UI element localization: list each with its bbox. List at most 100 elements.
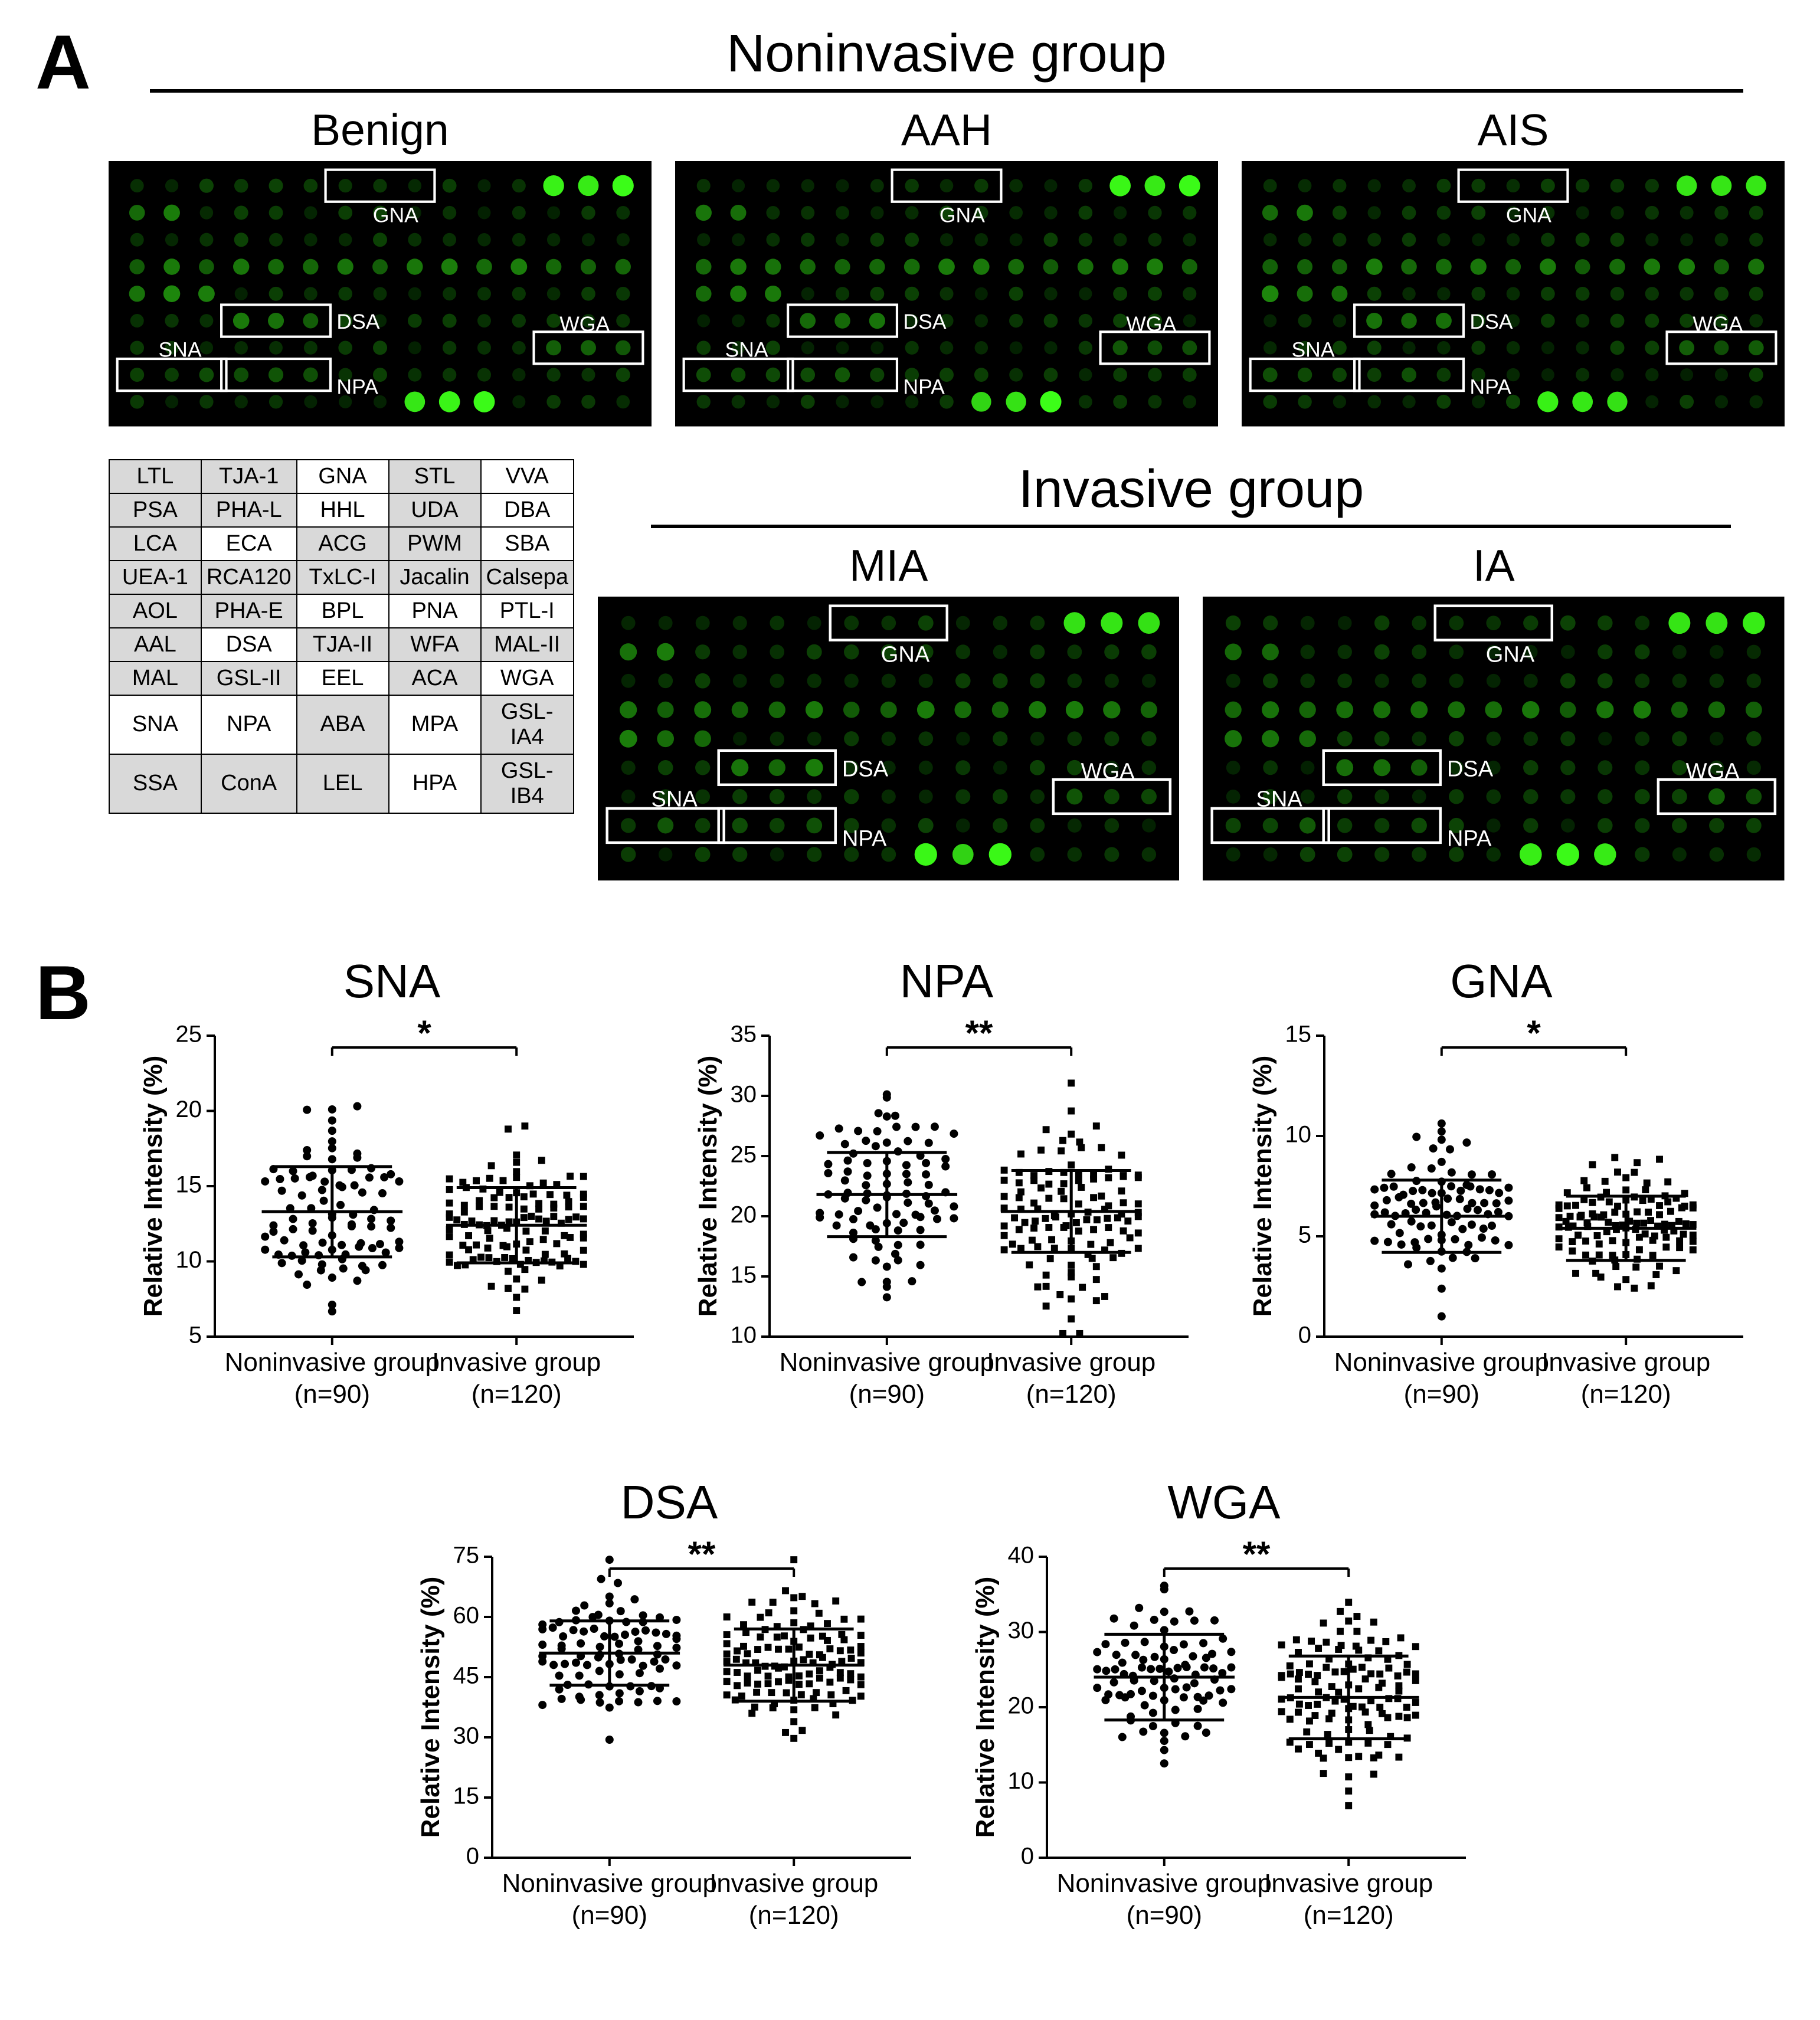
lectin-cell: STL	[389, 460, 481, 493]
lectin-cell: AAL	[109, 628, 201, 662]
microarray-title: AIS	[1242, 104, 1785, 155]
svg-text:Invasive group: Invasive group	[709, 1869, 878, 1898]
microarray-image: GNADSAWGASNANPA	[109, 161, 652, 430]
lectin-cell: LEL	[297, 754, 389, 813]
lectin-cell: HHL	[297, 493, 389, 527]
lectin-cell: NPA	[201, 695, 297, 754]
microarray-image: GNADSAWGASNANPA	[598, 597, 1180, 884]
svg-text:WGA: WGA	[1686, 759, 1740, 784]
svg-text:25: 25	[730, 1142, 757, 1168]
lectin-cell: HPA	[389, 754, 481, 813]
lectin-cell: BPL	[297, 594, 389, 628]
svg-text:0: 0	[1021, 1844, 1034, 1870]
svg-text:WGA: WGA	[1081, 759, 1135, 784]
svg-text:DSA: DSA	[903, 310, 946, 333]
svg-text:NPA: NPA	[336, 375, 378, 398]
lectin-cell: ConA	[201, 754, 297, 813]
scatter-dsa: DSA01530456075Relative Intensity (%)Noni…	[415, 1475, 923, 1961]
svg-text:Invasive group: Invasive group	[1264, 1869, 1433, 1898]
lectin-cell: ABA	[297, 695, 389, 754]
lectin-cell: RCA120	[201, 561, 297, 594]
svg-text:(n=90): (n=90)	[294, 1380, 370, 1409]
microarray-image: GNADSAWGASNANPA	[1203, 597, 1785, 884]
svg-text:20: 20	[730, 1202, 757, 1228]
svg-text:25: 25	[175, 1022, 202, 1047]
svg-text:10: 10	[1007, 1768, 1034, 1794]
svg-text:(n=120): (n=120)	[749, 1901, 839, 1930]
panel-b-label: B	[35, 954, 91, 1031]
svg-text:DSA: DSA	[842, 757, 889, 781]
lectin-cell: LCA	[109, 527, 201, 561]
lectin-cell: DBA	[481, 493, 574, 527]
lectin-cell: PSA	[109, 493, 201, 527]
microarray-image: GNADSAWGASNANPA	[1242, 161, 1785, 430]
svg-text:10: 10	[175, 1247, 202, 1273]
lectin-cell: TJA-1	[201, 460, 297, 493]
panel-a-label: A	[35, 24, 91, 100]
svg-text:Noninvasive group: Noninvasive group	[780, 1348, 994, 1377]
scatter-title: GNA	[1248, 954, 1755, 1009]
microarray-title: AAH	[675, 104, 1218, 155]
scatter-plot: 510152025Relative Intensity (%)Noninvasi…	[138, 1012, 646, 1440]
svg-text:*: *	[417, 1013, 431, 1053]
lectin-cell: ACA	[389, 662, 481, 695]
lectin-cell: TxLC-I	[297, 561, 389, 594]
svg-text:Relative Intensity (%): Relative Intensity (%)	[693, 1056, 722, 1317]
svg-text:15: 15	[1285, 1022, 1311, 1047]
svg-text:SNA: SNA	[158, 338, 201, 362]
svg-text:GNA: GNA	[1486, 642, 1535, 667]
lectin-cell: MAL	[109, 662, 201, 695]
lectin-cell: WFA	[389, 628, 481, 662]
scatter-title: NPA	[693, 954, 1200, 1009]
svg-text:WGA: WGA	[1126, 312, 1176, 336]
noninvasive-arrays-row: BenignGNADSAWGASNANPAAAHGNADSAWGASNANPAA…	[109, 104, 1785, 430]
svg-text:20: 20	[1007, 1693, 1034, 1719]
scatter-title: WGA	[970, 1475, 1478, 1530]
svg-text:SNA: SNA	[1256, 787, 1303, 811]
lectin-cell: Calsepa	[481, 561, 574, 594]
lectin-cell: ECA	[201, 527, 297, 561]
svg-text:15: 15	[730, 1262, 757, 1288]
svg-text:10: 10	[730, 1322, 757, 1348]
lectin-cell: AOL	[109, 594, 201, 628]
svg-text:DSA: DSA	[1447, 757, 1494, 781]
scatter-row-2: DSA01530456075Relative Intensity (%)Noni…	[109, 1475, 1785, 1961]
svg-text:Relative Intensity (%): Relative Intensity (%)	[416, 1577, 445, 1838]
lectin-cell: LTL	[109, 460, 201, 493]
invasive-header: Invasive group	[598, 459, 1785, 520]
microarray-title: MIA	[598, 540, 1180, 591]
svg-text:10: 10	[1285, 1122, 1311, 1148]
svg-text:60: 60	[453, 1603, 479, 1629]
svg-text:(n=90): (n=90)	[572, 1901, 647, 1930]
svg-text:75: 75	[453, 1543, 479, 1569]
lectin-cell: TJA-II	[297, 628, 389, 662]
svg-text:Invasive group: Invasive group	[1541, 1348, 1710, 1377]
lectin-layout-table: LTLTJA-1GNASTLVVAPSAPHA-LHHLUDADBALCAECA…	[109, 459, 574, 814]
lectin-cell: GNA	[297, 460, 389, 493]
lectin-cell: UEA-1	[109, 561, 201, 594]
scatter-wga: WGA010203040Relative Intensity (%)Noninv…	[970, 1475, 1478, 1961]
svg-text:Noninvasive group: Noninvasive group	[225, 1348, 440, 1377]
svg-text:Relative Intensity (%): Relative Intensity (%)	[1248, 1056, 1277, 1317]
scatter-row-1: SNA510152025Relative Intensity (%)Noninv…	[109, 954, 1785, 1440]
noninvasive-header: Noninvasive group	[109, 24, 1785, 84]
lectin-cell: UDA	[389, 493, 481, 527]
svg-text:NPA: NPA	[903, 375, 945, 398]
lectin-cell: PHA-L	[201, 493, 297, 527]
noninvasive-rule	[150, 89, 1743, 93]
lectin-cell: PHA-E	[201, 594, 297, 628]
svg-text:Noninvasive group: Noninvasive group	[1334, 1348, 1549, 1377]
svg-text:30: 30	[453, 1723, 479, 1749]
scatter-title: SNA	[138, 954, 646, 1009]
svg-text:(n=120): (n=120)	[1026, 1380, 1117, 1409]
invasive-arrays-row: MIAGNADSAWGASNANPAIAGNADSAWGASNANPA	[598, 540, 1785, 884]
lectin-cell: GSL-IB4	[481, 754, 574, 813]
lectin-cell: DSA	[201, 628, 297, 662]
svg-text:DSA: DSA	[1469, 310, 1513, 333]
scatter-gna: GNA051015Relative Intensity (%)Noninvasi…	[1248, 954, 1755, 1440]
svg-text:Invasive group: Invasive group	[987, 1348, 1155, 1377]
svg-text:5: 5	[1298, 1222, 1311, 1248]
svg-text:Relative Intensity (%): Relative Intensity (%)	[971, 1577, 1000, 1838]
scatter-plot: 01530456075Relative Intensity (%)Noninva…	[415, 1533, 923, 1961]
svg-text:GNA: GNA	[881, 642, 930, 667]
